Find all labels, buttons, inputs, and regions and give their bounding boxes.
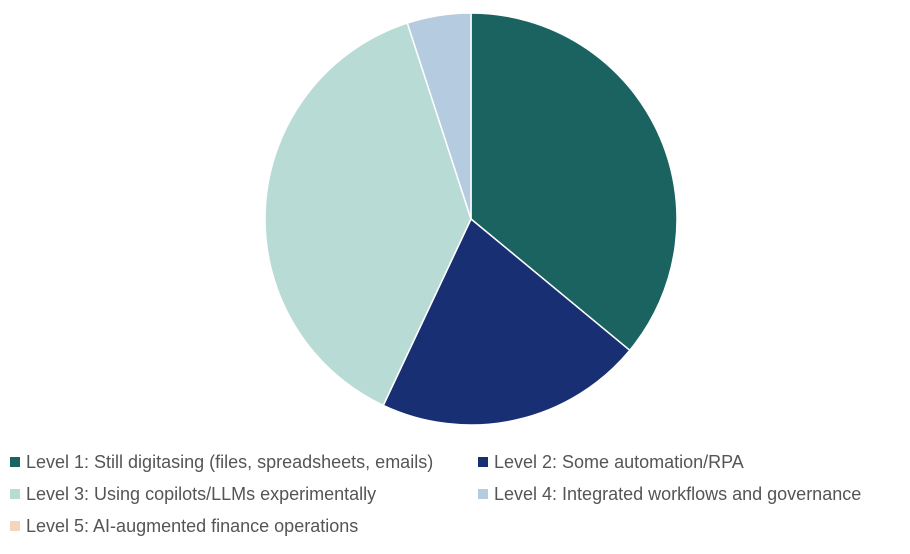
legend-row-2: Level 3: Using copilots/LLMs experimenta… [10, 480, 905, 512]
legend-swatch-level-1 [10, 457, 20, 467]
legend-label-level-1: Level 1: Still digitasing (files, spread… [26, 451, 434, 472]
legend-swatch-level-4 [478, 489, 488, 499]
legend-item-level-5: Level 5: AI-augmented finance operations [10, 512, 358, 540]
pie-slice-level-1 [470, 12, 678, 352]
legend-swatch-level-2 [478, 457, 488, 467]
legend-row-1: Level 1: Still digitasing (files, spread… [10, 448, 905, 480]
pie-slice-level-3 [264, 22, 472, 407]
pie-slices [264, 12, 678, 426]
pie-slice-level-2 [382, 218, 631, 426]
legend-label-level-2: Level 2: Some automation/RPA [494, 451, 744, 472]
legend-swatch-level-5 [10, 521, 20, 531]
legend: Level 1: Still digitasing (files, spread… [10, 448, 905, 544]
legend-item-level-2: Level 2: Some automation/RPA [478, 448, 744, 476]
legend-label-level-5: Level 5: AI-augmented finance operations [26, 515, 359, 536]
legend-item-level-1: Level 1: Still digitasing (files, spread… [10, 448, 433, 476]
legend-label-level-3: Level 3: Using copilots/LLMs experimenta… [26, 483, 377, 504]
legend-row-3: Level 5: AI-augmented finance operations [10, 512, 905, 544]
legend-label-level-4: Level 4: Integrated workflows and govern… [494, 483, 862, 504]
pie-chart [264, 12, 678, 426]
pie-slice-level-4 [406, 12, 472, 220]
legend-swatch-level-3 [10, 489, 20, 499]
legend-item-level-3: Level 3: Using copilots/LLMs experimenta… [10, 480, 376, 508]
legend-item-level-4: Level 4: Integrated workflows and govern… [478, 480, 861, 508]
